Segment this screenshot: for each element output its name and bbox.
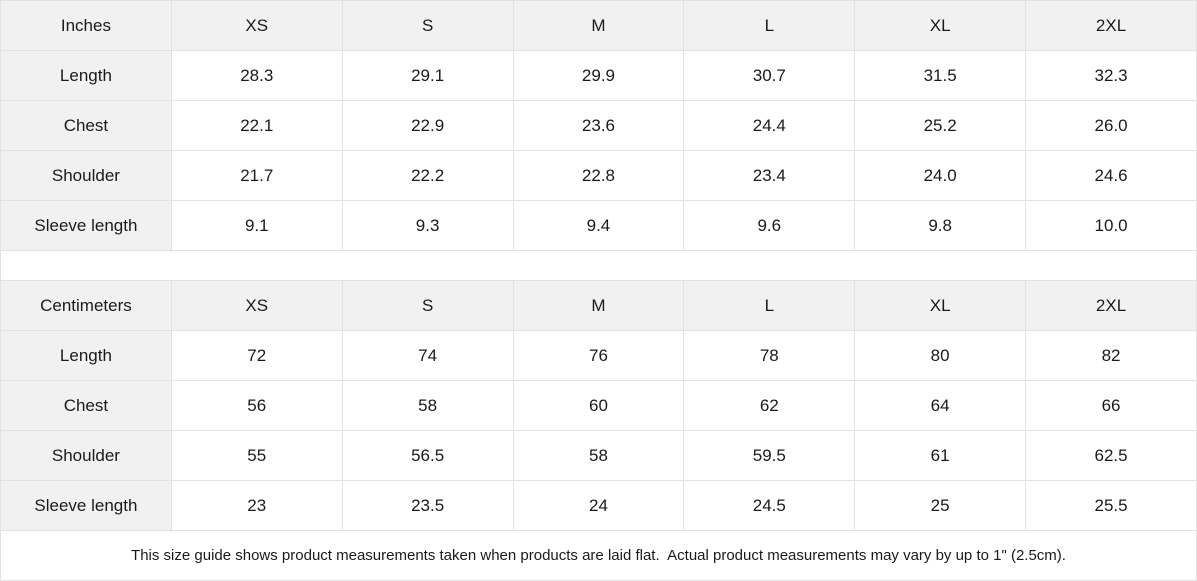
measurement-value: 59.5 xyxy=(683,430,856,481)
measurement-value: 25.2 xyxy=(854,100,1027,151)
measurement-value: 22.1 xyxy=(170,100,343,151)
measurement-value: 56 xyxy=(170,380,343,431)
table-row: Chest 22.1 22.9 23.6 24.4 25.2 26.0 xyxy=(0,100,1197,151)
measurement-value: 61 xyxy=(854,430,1027,481)
table-row: Shoulder 55 56.5 58 59.5 61 62.5 xyxy=(0,430,1197,481)
size-header-l: L xyxy=(683,280,856,331)
measurement-value: 32.3 xyxy=(1025,50,1197,101)
unit-header-centimeters: Centimeters xyxy=(0,280,172,331)
measurement-value: 9.6 xyxy=(683,200,856,251)
measurement-value: 23 xyxy=(170,480,343,531)
measurement-value: 9.3 xyxy=(341,200,514,251)
table-row: Length 72 74 76 78 80 82 xyxy=(0,330,1197,381)
measurement-value: 82 xyxy=(1025,330,1197,381)
measurement-label: Length xyxy=(0,330,172,381)
measurement-value: 22.2 xyxy=(341,150,514,201)
measurement-value: 31.5 xyxy=(854,50,1027,101)
measurement-value: 64 xyxy=(854,380,1027,431)
measurement-value: 62.5 xyxy=(1025,430,1197,481)
table-row: Chest 56 58 60 62 64 66 xyxy=(0,380,1197,431)
measurement-label: Shoulder xyxy=(0,150,172,201)
measurement-value: 9.4 xyxy=(512,200,685,251)
measurement-value: 26.0 xyxy=(1025,100,1197,151)
size-header-s: S xyxy=(341,0,514,51)
measurement-value: 58 xyxy=(341,380,514,431)
measurement-value: 9.1 xyxy=(170,200,343,251)
measurement-label: Shoulder xyxy=(0,430,172,481)
measurement-value: 55 xyxy=(170,430,343,481)
measurement-value: 62 xyxy=(683,380,856,431)
size-header-xs: XS xyxy=(170,280,343,331)
table-row: Length 28.3 29.1 29.9 30.7 31.5 32.3 xyxy=(0,50,1197,101)
measurement-value: 21.7 xyxy=(170,150,343,201)
measurement-value: 23.4 xyxy=(683,150,856,201)
measurement-value: 24 xyxy=(512,480,685,531)
measurement-value: 24.4 xyxy=(683,100,856,151)
measurement-value: 30.7 xyxy=(683,50,856,101)
centimeters-header-row: Centimeters XS S M L XL 2XL xyxy=(0,280,1197,331)
measurement-value: 23.5 xyxy=(341,480,514,531)
inches-header-row: Inches XS S M L XL 2XL xyxy=(0,0,1197,51)
spacer-cell xyxy=(0,250,1197,281)
measurement-value: 58 xyxy=(512,430,685,481)
table-row: Sleeve length 23 23.5 24 24.5 25 25.5 xyxy=(0,480,1197,531)
measurement-value: 72 xyxy=(170,330,343,381)
measurement-value: 66 xyxy=(1025,380,1197,431)
size-header-xl: XL xyxy=(854,0,1027,51)
measurement-value: 80 xyxy=(854,330,1027,381)
size-header-xs: XS xyxy=(170,0,343,51)
measurement-label: Sleeve length xyxy=(0,200,172,251)
measurement-value: 24.0 xyxy=(854,150,1027,201)
measurement-value: 29.9 xyxy=(512,50,685,101)
size-header-s: S xyxy=(341,280,514,331)
unit-header-inches: Inches xyxy=(0,0,172,51)
measurement-value: 10.0 xyxy=(1025,200,1197,251)
measurement-value: 25 xyxy=(854,480,1027,531)
measurement-value: 60 xyxy=(512,380,685,431)
table-row: Sleeve length 9.1 9.3 9.4 9.6 9.8 10.0 xyxy=(0,200,1197,251)
size-header-2xl: 2XL xyxy=(1025,0,1197,51)
measurement-value: 25.5 xyxy=(1025,480,1197,531)
measurement-value: 76 xyxy=(512,330,685,381)
size-header-2xl: 2XL xyxy=(1025,280,1197,331)
measurement-value: 22.9 xyxy=(341,100,514,151)
section-spacer xyxy=(0,250,1197,281)
measurement-label: Sleeve length xyxy=(0,480,172,531)
measurement-value: 9.8 xyxy=(854,200,1027,251)
measurement-value: 29.1 xyxy=(341,50,514,101)
measurement-value: 28.3 xyxy=(170,50,343,101)
measurement-value: 24.5 xyxy=(683,480,856,531)
size-header-m: M xyxy=(512,0,685,51)
measurement-value: 23.6 xyxy=(512,100,685,151)
size-header-l: L xyxy=(683,0,856,51)
measurement-value: 78 xyxy=(683,330,856,381)
table-row: Shoulder 21.7 22.2 22.8 23.4 24.0 24.6 xyxy=(0,150,1197,201)
measurement-value: 74 xyxy=(341,330,514,381)
footer-note-row: This size guide shows product measuremen… xyxy=(0,530,1197,581)
measurement-label: Length xyxy=(0,50,172,101)
measurement-value: 24.6 xyxy=(1025,150,1197,201)
size-header-xl: XL xyxy=(854,280,1027,331)
measurement-value: 22.8 xyxy=(512,150,685,201)
size-header-m: M xyxy=(512,280,685,331)
measurement-label: Chest xyxy=(0,380,172,431)
measurement-value: 56.5 xyxy=(341,430,514,481)
size-guide-note: This size guide shows product measuremen… xyxy=(0,530,1197,581)
measurement-label: Chest xyxy=(0,100,172,151)
